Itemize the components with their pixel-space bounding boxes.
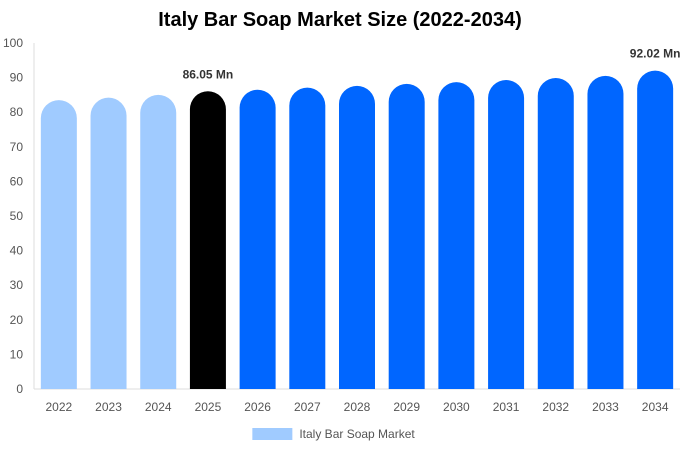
x-tick-label: 2030 [443,400,470,414]
x-tick-label: 2024 [145,400,172,414]
x-tick-label: 2032 [542,400,569,414]
x-tick-label: 2031 [493,400,520,414]
data-label: 92.02 Mn [630,47,680,61]
bar-2023[interactable] [90,97,127,389]
bar-2022[interactable] [40,100,77,389]
y-axis: 0 10 20 30 40 50 60 70 80 90 100 [3,36,35,396]
x-tick-label: 2029 [393,400,420,414]
bar-2030[interactable] [438,82,475,390]
bar-2026[interactable] [239,89,276,389]
x-tick-label: 2028 [344,400,371,414]
bar-2034[interactable] [637,70,674,389]
y-tick-label: 50 [10,209,24,223]
legend-label[interactable]: Italy Bar Soap Market [299,427,415,441]
x-tick-label: 2022 [45,400,72,414]
data-labels: 86.05 Mn 92.02 Mn [183,47,680,82]
bar-2029[interactable] [388,83,425,389]
y-tick-label: 20 [10,313,24,327]
bar-2033[interactable] [587,75,624,390]
y-tick-label: 0 [16,382,23,396]
x-tick-label: 2027 [294,400,321,414]
x-tick-label: 2023 [95,400,122,414]
y-tick-label: 10 [10,347,24,361]
x-tick-label: 2034 [642,400,669,414]
x-axis: 2022 2023 2024 2025 2026 2027 2028 2029 2030 2031… [34,388,680,414]
legend[interactable]: Italy Bar Soap Market [252,427,415,441]
y-tick-label: 60 [10,174,24,188]
bar-2025[interactable] [189,91,226,389]
x-tick-label: 2025 [195,400,222,414]
bar-2032[interactable] [537,77,574,390]
y-tick-label: 30 [10,278,24,292]
chart-title: Italy Bar Soap Market Size (2022-2034) [158,9,522,31]
x-tick-label: 2026 [244,400,271,414]
legend-swatch [252,428,293,440]
y-tick-label: 80 [10,105,24,119]
y-tick-label: 70 [10,140,24,154]
bar-2028[interactable] [339,85,375,390]
bar-2024[interactable] [140,94,177,389]
y-tick-label: 40 [10,244,24,258]
bar-2027[interactable] [289,87,326,389]
bars [40,70,674,390]
data-label: 86.05 Mn [183,67,234,81]
bar-2031[interactable] [488,80,525,389]
y-tick-label: 90 [10,71,24,85]
x-tick-label: 2033 [592,400,619,414]
y-tick-label: 100 [3,36,23,50]
